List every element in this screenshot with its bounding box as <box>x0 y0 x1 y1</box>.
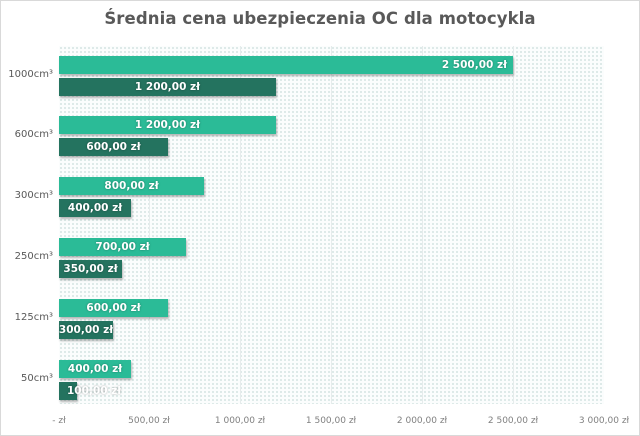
data-label: 700,00 zł <box>95 241 150 253</box>
bar-series1-1000cm3: 2 500,00 zł <box>59 56 513 74</box>
data-label: 300,00 zł <box>58 324 114 336</box>
category-label: 250cm³ <box>14 251 53 262</box>
category-label: 300cm³ <box>14 190 53 201</box>
category-label: 50cm³ <box>21 373 53 384</box>
bar-series1-300cm3: 800,00 zł <box>59 177 204 195</box>
gridline <box>513 46 514 404</box>
bar-series1-50cm3: 400,00 zł <box>59 360 131 378</box>
data-label: 1 200,00 zł <box>134 81 201 93</box>
category-label: 600cm³ <box>14 129 53 140</box>
bar-series1-125cm3: 600,00 zł <box>59 299 168 317</box>
bar-series2-600cm3: 600,00 zł <box>59 138 168 156</box>
gridline <box>331 46 332 404</box>
category-label: 125cm³ <box>14 312 53 323</box>
x-tick: 1 000,00 zł <box>214 416 266 426</box>
data-label: 600,00 zł <box>86 141 141 153</box>
gridline <box>422 46 423 404</box>
bar-series2-50cm3: 100,00 zł <box>59 382 121 400</box>
bar-series2-125cm3: 300,00 zł <box>59 321 113 339</box>
bar-series2-300cm3: 400,00 zł <box>59 199 131 217</box>
x-tick: 500,00 zł <box>128 416 170 426</box>
data-label: 100,00 zł <box>67 385 122 397</box>
category-label: 1000cm³ <box>8 69 53 80</box>
data-label: 400,00 zł <box>67 202 123 214</box>
data-label: 400,00 zł <box>67 363 123 375</box>
gridline <box>149 46 150 404</box>
data-label: 350,00 zł <box>63 263 118 275</box>
bar-series1-600cm3: 1 200,00 zł <box>59 116 276 134</box>
x-tick: 2 500,00 zł <box>487 416 539 426</box>
data-label: 2 500,00 zł <box>441 59 507 71</box>
gridline <box>240 46 241 404</box>
x-tick: 3 000,00 zł <box>578 416 630 426</box>
data-label: 800,00 zł <box>104 180 159 192</box>
data-label: 1 200,00 zł <box>134 119 201 131</box>
x-tick: 1 500,00 zł <box>305 416 357 426</box>
bar-series2-1000cm3: 1 200,00 zł <box>59 78 276 96</box>
chart-title: Średnia cena ubezpieczenia OC dla motocy… <box>104 9 536 28</box>
x-tick: - zł <box>52 416 66 426</box>
data-label: 600,00 zł <box>86 302 141 314</box>
bar-series1-250cm3: 700,00 zł <box>59 238 186 256</box>
bar-series2-250cm3: 350,00 zł <box>59 260 122 278</box>
x-tick: 2 000,00 zł <box>396 416 448 426</box>
